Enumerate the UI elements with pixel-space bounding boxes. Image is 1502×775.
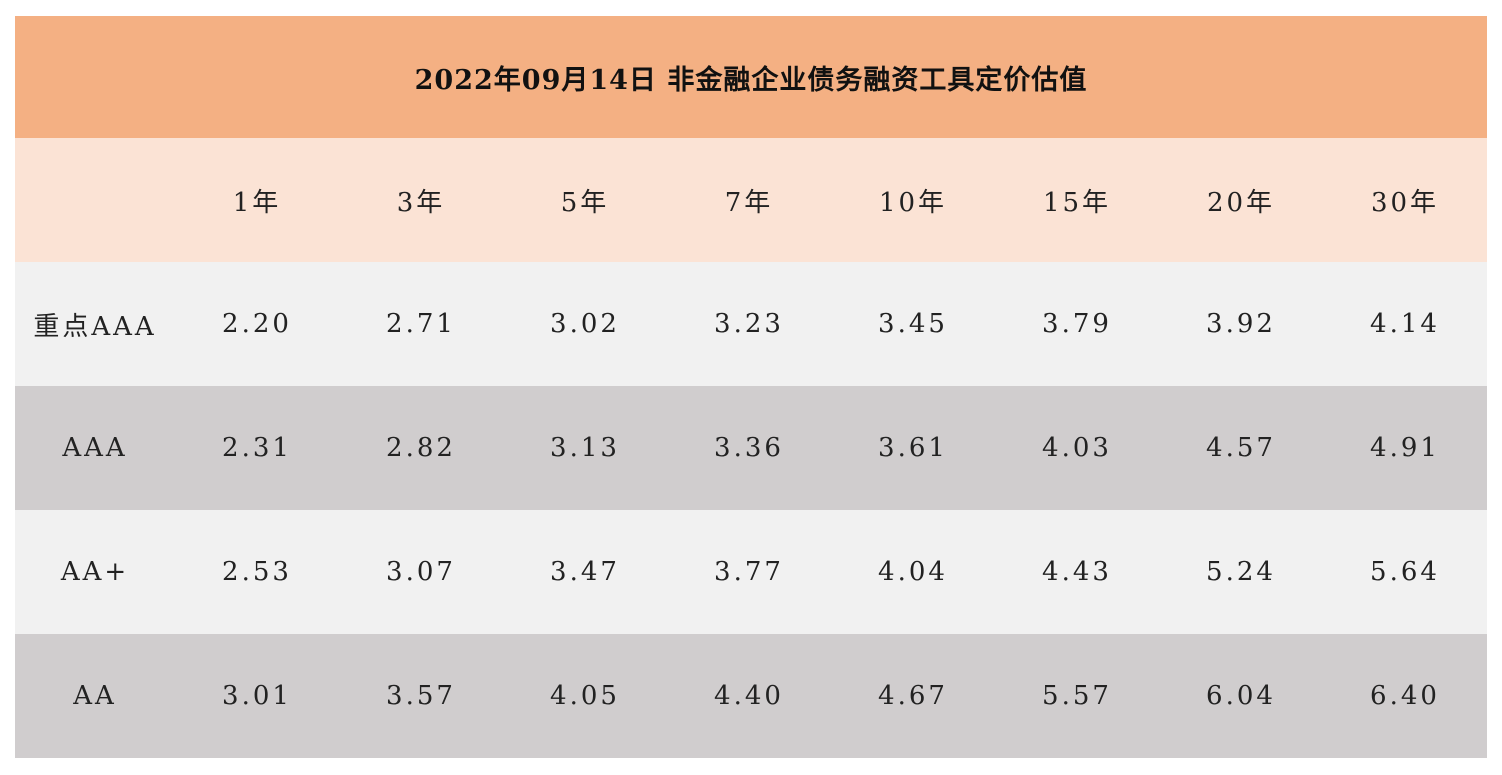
table-cell: 5.64	[1370, 557, 1440, 587]
valuation-table: 2022年09月14日 非金融企业债务融资工具定价估值 1年 3年 5年 7年 …	[15, 16, 1487, 758]
table-cell: 6.40	[1370, 681, 1440, 711]
table-cell: 2.31	[222, 433, 292, 463]
row-label: 重点AAA	[33, 311, 157, 342]
row-label: AA	[73, 681, 117, 711]
table-cell: 3.57	[386, 681, 456, 711]
table-cell: 6.04	[1206, 681, 1276, 711]
header-5y: 5年	[560, 187, 610, 218]
header-1y: 1年	[232, 187, 282, 218]
table-title: 2022年09月14日 非金融企业债务融资工具定价估值	[414, 64, 1088, 96]
table-row: 重点AAA 2.20 2.71 3.02 3.23 3.45 3.79 3.92…	[15, 262, 1487, 386]
header-row: 1年 3年 5年 7年 10年 15年 20年 30年	[15, 138, 1487, 262]
row-label: AA+	[60, 557, 130, 587]
table-cell: 3.23	[714, 309, 784, 339]
table-cell: 3.61	[878, 433, 948, 463]
table-cell: 2.53	[222, 557, 292, 587]
table-cell: 3.92	[1206, 309, 1276, 339]
header-20y: 20年	[1206, 187, 1276, 218]
table-cell: 5.57	[1042, 681, 1112, 711]
table-cell: 3.36	[714, 433, 784, 463]
table-cell: 3.02	[550, 309, 620, 339]
table-cell: 2.82	[386, 433, 456, 463]
table-cell: 4.40	[714, 681, 784, 711]
table-cell: 2.71	[386, 309, 456, 339]
table-cell: 4.43	[1042, 557, 1112, 587]
table-cell: 3.13	[550, 433, 620, 463]
table-cell: 3.07	[386, 557, 456, 587]
table-cell: 4.57	[1206, 433, 1276, 463]
header-3y: 3年	[396, 187, 446, 218]
table-cell: 4.05	[550, 681, 620, 711]
table-cell: 4.03	[1042, 433, 1112, 463]
table-cell: 4.91	[1370, 433, 1440, 463]
table-row: AAA 2.31 2.82 3.13 3.36 3.61 4.03 4.57 4…	[15, 386, 1487, 510]
header-7y: 7年	[724, 187, 774, 218]
table-row: AA+ 2.53 3.07 3.47 3.77 4.04 4.43 5.24 5…	[15, 510, 1487, 634]
table-cell: 2.20	[222, 309, 292, 339]
title-row: 2022年09月14日 非金融企业债务融资工具定价估值	[15, 16, 1487, 138]
table-cell: 3.45	[878, 309, 948, 339]
table-cell: 5.24	[1206, 557, 1276, 587]
table-cell: 3.79	[1042, 309, 1112, 339]
table-cell: 4.04	[878, 557, 948, 587]
table-cell: 3.01	[222, 681, 292, 711]
header-30y: 30年	[1370, 187, 1440, 218]
header-10y: 10年	[878, 187, 948, 218]
table-cell: 3.77	[714, 557, 784, 587]
header-15y: 15年	[1042, 187, 1112, 218]
row-label: AAA	[62, 433, 128, 463]
table-row: AA 3.01 3.57 4.05 4.40 4.67 5.57 6.04 6.…	[15, 634, 1487, 758]
table-cell: 4.67	[878, 681, 948, 711]
table-cell: 3.47	[550, 557, 620, 587]
table-cell: 4.14	[1370, 309, 1440, 339]
